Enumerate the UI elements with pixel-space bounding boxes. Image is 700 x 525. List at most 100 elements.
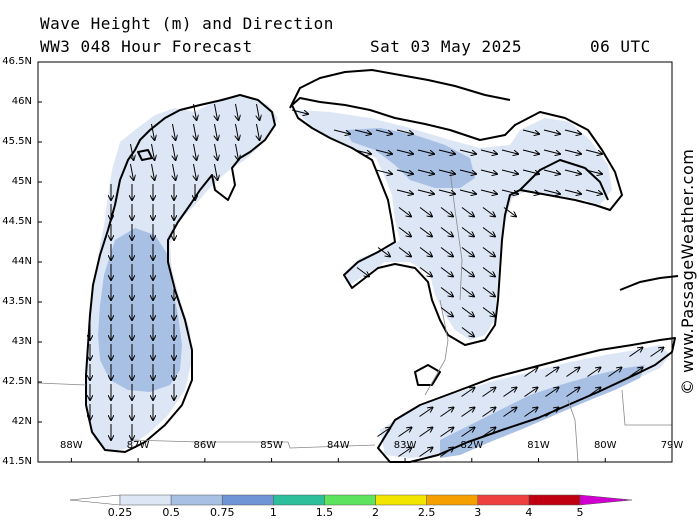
- wave-arrow: [482, 207, 495, 217]
- colorbar-tick-label: 5: [576, 506, 584, 519]
- wave-arrow: [522, 169, 539, 174]
- wave-arrow: [482, 227, 495, 237]
- wave-arrow: [440, 267, 453, 277]
- wave-arrow: [398, 428, 412, 437]
- wave-arrow: [461, 327, 474, 337]
- lat-label: 44N: [11, 256, 32, 267]
- wave-arrow: [461, 408, 475, 417]
- wave-arrow: [524, 388, 538, 397]
- wave-arrow: [482, 307, 495, 317]
- wave-arrow: [396, 149, 413, 154]
- lon-label: 81W: [527, 440, 550, 451]
- wave-arrow: [396, 189, 413, 194]
- lon-label: 85W: [260, 440, 283, 451]
- wave-arrow: [482, 247, 495, 257]
- country-border-1: [424, 299, 449, 396]
- wave-arrow: [438, 149, 455, 154]
- colorbar-swatch: [221, 494, 274, 506]
- wave-arrow: [524, 368, 538, 377]
- wave-arrow: [461, 287, 474, 297]
- wave-arrow: [375, 169, 392, 174]
- wave-arrow: [215, 143, 218, 160]
- wave-shading: [86, 96, 670, 458]
- colorbar-tick-label: 0.5: [162, 506, 180, 519]
- wave-arrow: [194, 163, 197, 180]
- wave-arrow: [440, 227, 453, 237]
- wave-arrow: [419, 247, 432, 257]
- wave-arrow: [543, 129, 560, 134]
- country-border-2: [567, 399, 579, 463]
- lat-label: 46.5N: [2, 56, 32, 67]
- lon-label: 84W: [327, 440, 350, 451]
- lon-label: 88W: [60, 440, 83, 451]
- wave-arrow: [440, 307, 453, 317]
- wave-arrow: [543, 189, 560, 194]
- lat-label: 41.5N: [2, 456, 32, 467]
- wave-arrow: [545, 408, 559, 417]
- lon-label: 86W: [193, 440, 217, 451]
- wave-arrow: [398, 448, 412, 457]
- watermark: © www.PassageWeather.com: [678, 148, 697, 395]
- wave-arrow: [194, 103, 197, 120]
- wave-arrow: [398, 247, 411, 257]
- wave-arrow: [236, 103, 239, 120]
- wave-arrow: [522, 149, 539, 154]
- wave-arrow: [375, 149, 392, 154]
- wave-arrow: [564, 149, 581, 154]
- wave-arrow: [419, 408, 433, 417]
- wave-arrow: [438, 189, 455, 194]
- wave-arrow: [564, 129, 581, 134]
- lake-michigan-coast: [85, 94, 276, 453]
- wave-arrow: [585, 189, 602, 194]
- wave-arrow: [438, 169, 455, 174]
- wave-arrow: [398, 227, 411, 237]
- wave-arrow: [459, 149, 476, 154]
- wave-arrow: [587, 368, 601, 377]
- wave-arrow: [566, 388, 580, 397]
- colorbar: [69, 494, 633, 506]
- colorbar-tick-label: 0.25: [107, 506, 133, 519]
- wave-arrow: [501, 169, 518, 174]
- wave-arrow: [585, 149, 602, 154]
- wave-arrow: [333, 129, 350, 134]
- forecast-time: 06 UTC: [590, 37, 651, 56]
- wave-arrow: [173, 163, 176, 180]
- wave-arrow: [375, 129, 392, 134]
- lake-michigan-waves-medium: [98, 228, 182, 392]
- lon-label: 79W: [660, 440, 684, 451]
- lon-label: 82W: [460, 440, 484, 451]
- wave-arrow: [215, 123, 218, 140]
- wave-arrow: [440, 247, 453, 257]
- wave-arrow: [236, 123, 239, 140]
- lake-superior-coast: [289, 69, 511, 109]
- state-border-1: [37, 382, 87, 386]
- wave-arrow: [194, 143, 197, 160]
- lake-huron-coast: [291, 97, 623, 346]
- wave-arrow: [440, 287, 453, 297]
- colorbar-tick-label: 2.5: [417, 506, 436, 519]
- colorbar-extend-low: [69, 494, 121, 506]
- lon-label: 87W: [126, 440, 150, 451]
- wave-arrow: [417, 189, 434, 194]
- colorbar-extend-high: [579, 494, 633, 506]
- wave-arrow: [419, 267, 432, 277]
- lat-label: 42.5N: [2, 376, 32, 387]
- wave-arrow: [396, 129, 413, 134]
- wave-arrow: [419, 428, 433, 437]
- wave-arrow: [461, 267, 474, 277]
- lon-label: 80W: [593, 440, 617, 451]
- wave-arrow: [417, 169, 434, 174]
- wave-arrow: [566, 368, 580, 377]
- chart-title: Wave Height (m) and Direction: [40, 14, 334, 33]
- wave-arrow: [608, 368, 622, 377]
- lon-label: 83W: [393, 440, 417, 451]
- wave-arrow: [482, 408, 496, 417]
- wave-arrow: [173, 123, 176, 140]
- wave-arrow: [356, 267, 369, 277]
- coastlines: [85, 69, 679, 463]
- wave-arrow: [543, 149, 560, 154]
- wave-arrow: [629, 368, 643, 377]
- colorbar-swatch: [477, 494, 530, 506]
- lake-ontario-coast: [619, 275, 679, 291]
- wave-arrow: [152, 123, 155, 140]
